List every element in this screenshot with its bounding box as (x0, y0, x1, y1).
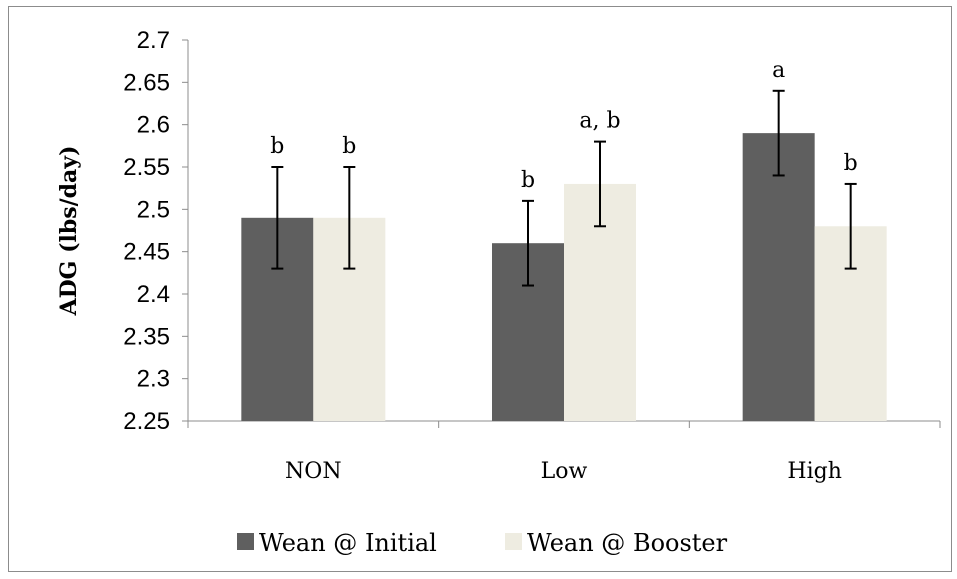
error-bars (271, 89, 857, 287)
y-tick-label: 2.7 (137, 27, 170, 54)
x-tick-label: High (787, 459, 841, 484)
bar (742, 133, 815, 421)
significance-label: b (844, 151, 858, 176)
significance-label: a, b (579, 109, 620, 134)
significance-label: b (342, 134, 356, 159)
y-tick-label: 2.4 (137, 281, 170, 308)
y-tick-label: 2.25 (123, 408, 170, 435)
y-axis-title-group: ADG (lbs/day) (56, 146, 82, 317)
y-tick-label: 2.5 (137, 196, 170, 223)
x-tick-label: Low (541, 459, 588, 484)
y-tick-label: 2.65 (123, 69, 170, 96)
legend-swatch (237, 533, 254, 550)
y-tick-label: 2.55 (123, 154, 170, 181)
axes: 2.25 2.3 2.35 2.4 2.45 2.5 2.55 2.6 2.65 2.7 NON Lo… (123, 27, 941, 484)
significance-label: a (772, 58, 785, 83)
significance-label: b (521, 168, 535, 193)
y-tick-label: 2.45 (123, 239, 170, 266)
legend-label: Wean @ Initial (259, 529, 437, 557)
x-tick-label: NON (285, 459, 342, 484)
legend: Wean @ Initial Wean @ Booster (237, 529, 728, 557)
significance-label: b (270, 134, 284, 159)
legend-label: Wean @ Booster (527, 529, 728, 557)
y-axis-title: ADG (lbs/day) (56, 146, 82, 317)
y-tick-label: 2.35 (123, 323, 170, 350)
y-tick-label: 2.6 (137, 112, 170, 139)
bars (241, 133, 887, 421)
y-tick-label: 2.3 (137, 366, 170, 393)
legend-swatch (505, 533, 522, 550)
significance-labels: b b a b a, b b (270, 58, 857, 193)
